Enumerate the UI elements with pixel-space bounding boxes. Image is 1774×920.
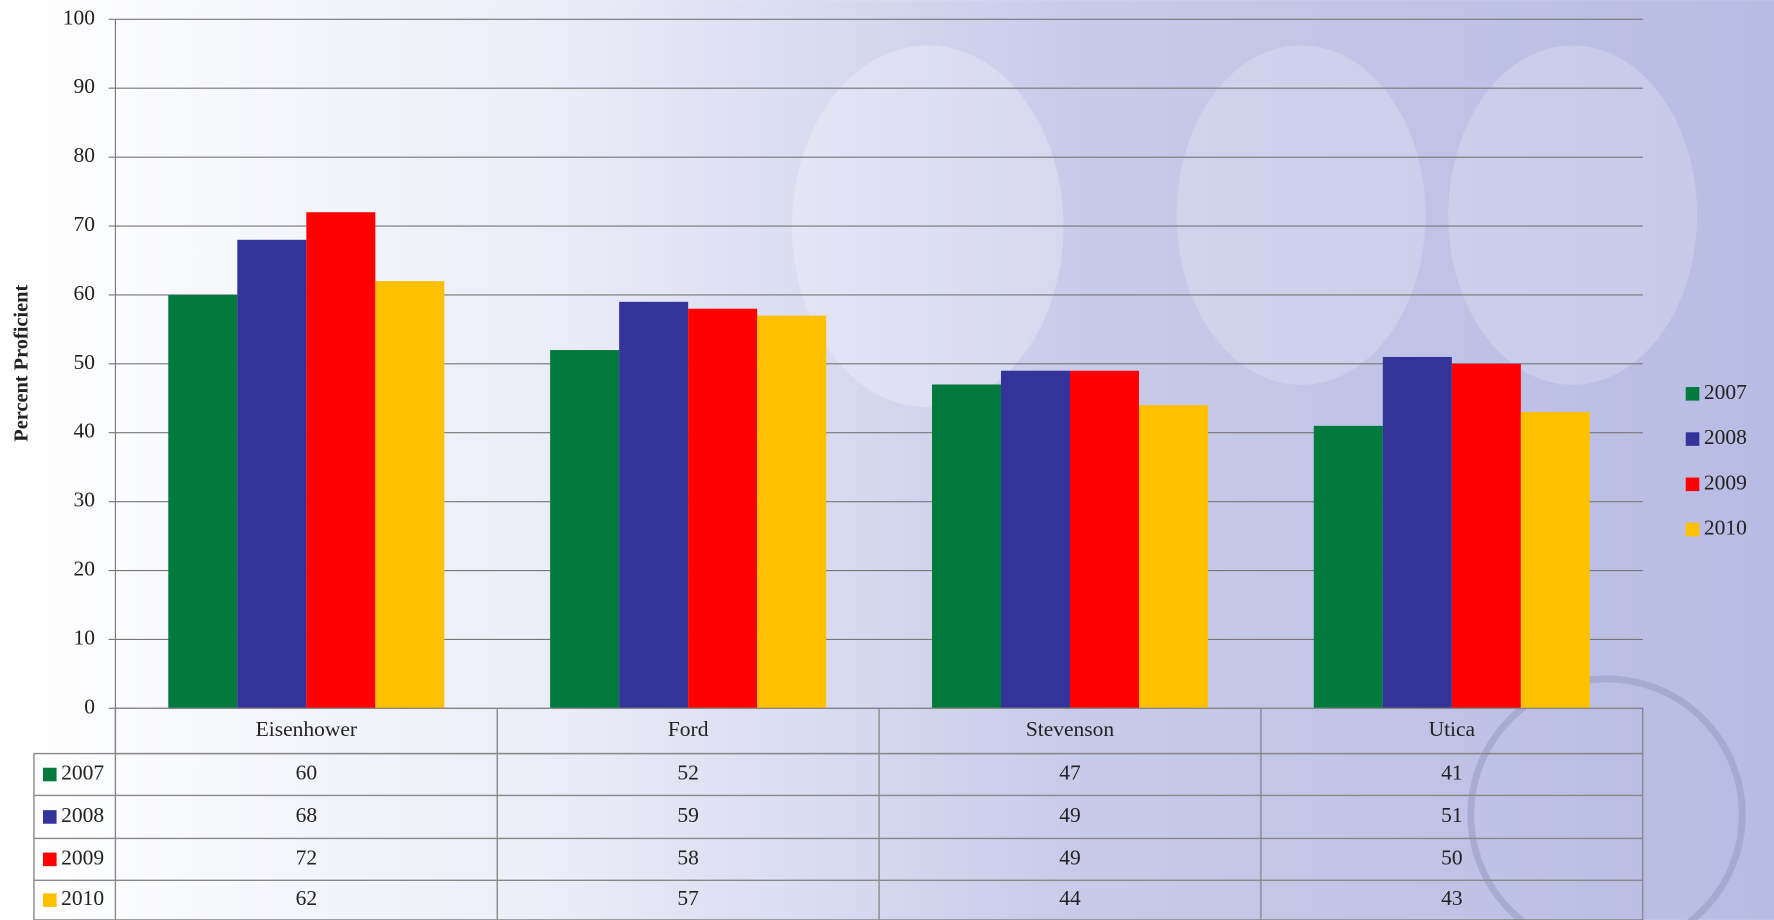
table-value: 57: [677, 886, 699, 910]
y-tick-label: 50: [74, 350, 95, 374]
y-tick-label: 40: [74, 419, 95, 443]
bar: [375, 281, 445, 709]
legend-label: 2010: [1704, 516, 1747, 540]
table-value: 52: [677, 760, 698, 784]
table-value: 49: [1059, 803, 1080, 827]
legend-swatch: [1685, 432, 1700, 446]
legend-swatch: [1685, 477, 1700, 492]
table-row-label: 2009: [61, 845, 104, 869]
y-axis-label: Percent Proficient: [10, 285, 32, 442]
bar: [237, 239, 307, 709]
table-row-label: 2010: [61, 886, 104, 910]
table-swatch: [42, 852, 57, 867]
table-value: 58: [677, 845, 698, 869]
table-value: 41: [1441, 760, 1462, 784]
table-value: 59: [677, 803, 698, 827]
table-value: 72: [296, 845, 317, 869]
x-tick-label: Ford: [668, 717, 709, 741]
logo: [1467, 675, 1746, 920]
bar: [757, 315, 827, 709]
bar: [1139, 405, 1209, 709]
x-tick-label: Stevenson: [1026, 717, 1115, 741]
bar: [1313, 425, 1383, 709]
bar: [550, 350, 620, 709]
table-value: 43: [1441, 886, 1462, 910]
table-value: 44: [1059, 886, 1081, 910]
y-tick-label: 20: [74, 556, 95, 580]
bar: [1451, 363, 1521, 709]
y-tick-label: 10: [74, 625, 95, 649]
table-value: 49: [1059, 845, 1080, 869]
y-tick-label: 60: [74, 281, 95, 305]
y-tick-label: 70: [74, 212, 95, 236]
legend-swatch: [1685, 387, 1700, 401]
table-value: 60: [296, 760, 317, 784]
photo-shape: [1176, 45, 1426, 385]
table-row-label: 2008: [61, 803, 104, 827]
bar: [931, 384, 1001, 709]
table-value: 51: [1441, 803, 1462, 827]
legend-label: 2009: [1704, 470, 1747, 494]
photo-shape: [1448, 45, 1698, 385]
x-tick-label: Utica: [1429, 717, 1476, 741]
bar: [1382, 356, 1452, 709]
y-tick-label: 30: [74, 488, 95, 512]
table-swatch: [42, 767, 57, 782]
bar: [1000, 370, 1071, 709]
table-value: 62: [296, 886, 317, 910]
table-value: 47: [1059, 760, 1081, 784]
y-tick-label: 100: [63, 5, 95, 29]
bar: [1070, 370, 1140, 709]
bar: [619, 301, 689, 709]
y-tick-label: 80: [74, 143, 95, 167]
bar: [688, 308, 758, 709]
y-tick-label: 90: [74, 74, 95, 98]
legend-swatch: [1685, 522, 1700, 537]
bar: [306, 212, 376, 709]
table-swatch: [42, 810, 57, 824]
bar: [1520, 412, 1590, 709]
table-swatch: [42, 893, 57, 907]
bar: [168, 294, 238, 709]
legend-label: 2008: [1704, 425, 1747, 449]
table-value: 68: [296, 803, 317, 827]
legend-label: 2007: [1704, 380, 1747, 404]
x-tick-label: Eisenhower: [256, 717, 357, 741]
y-tick-label: 0: [84, 694, 95, 718]
table-value: 50: [1441, 845, 1462, 869]
table-row-label: 2007: [61, 760, 104, 784]
